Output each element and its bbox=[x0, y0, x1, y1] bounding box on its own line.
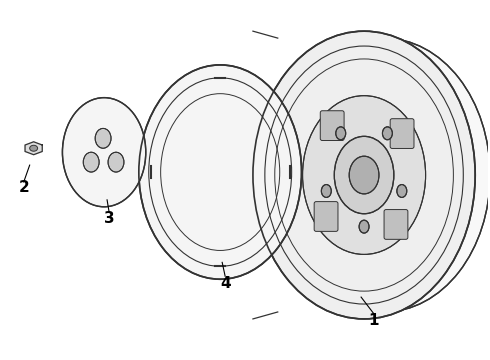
Ellipse shape bbox=[349, 156, 379, 194]
Text: 3: 3 bbox=[104, 211, 114, 226]
Ellipse shape bbox=[397, 185, 407, 197]
FancyBboxPatch shape bbox=[314, 202, 338, 231]
Ellipse shape bbox=[278, 38, 490, 312]
Ellipse shape bbox=[334, 136, 394, 214]
FancyBboxPatch shape bbox=[384, 210, 408, 239]
Ellipse shape bbox=[302, 96, 426, 255]
Ellipse shape bbox=[382, 127, 392, 140]
FancyBboxPatch shape bbox=[390, 119, 414, 148]
Polygon shape bbox=[25, 142, 42, 155]
Ellipse shape bbox=[321, 185, 331, 197]
Ellipse shape bbox=[336, 127, 346, 140]
Ellipse shape bbox=[30, 145, 38, 151]
Ellipse shape bbox=[108, 152, 124, 172]
Text: 4: 4 bbox=[220, 276, 230, 291]
Ellipse shape bbox=[62, 98, 146, 207]
Text: 2: 2 bbox=[18, 180, 29, 195]
Ellipse shape bbox=[253, 31, 475, 319]
Ellipse shape bbox=[95, 129, 111, 148]
Text: 1: 1 bbox=[369, 314, 379, 328]
Ellipse shape bbox=[83, 152, 99, 172]
FancyBboxPatch shape bbox=[320, 111, 344, 140]
Ellipse shape bbox=[139, 65, 301, 279]
Ellipse shape bbox=[359, 220, 369, 233]
